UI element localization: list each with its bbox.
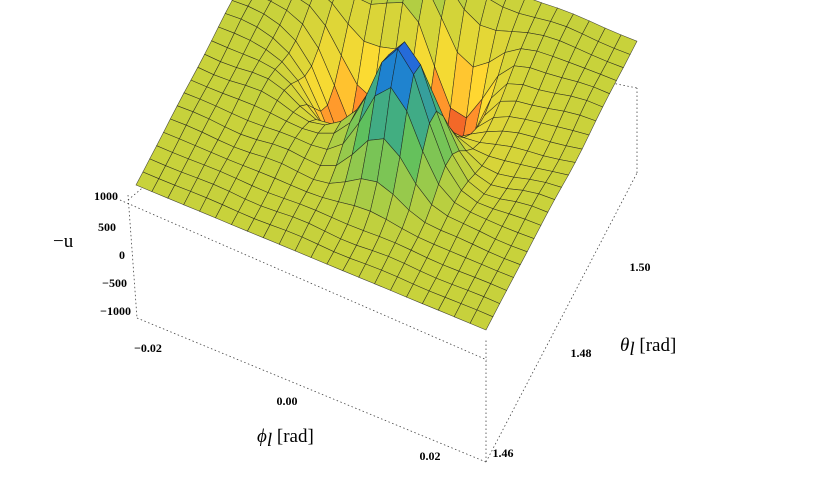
- phi-tick-label: 0.00: [277, 394, 298, 408]
- phi-axis-label: ϕl [rad]: [257, 426, 314, 451]
- z-axis: 1000 500 0 −500 −1000 −u: [53, 189, 131, 318]
- box-edge: [136, 317, 487, 463]
- z-tick-label: 1000: [94, 189, 118, 203]
- theta-axis-label: θl [rad]: [620, 335, 676, 360]
- z-tick-label: 500: [98, 220, 116, 234]
- phi-tick-label: 0.02: [420, 449, 441, 463]
- box-edge: [119, 199, 488, 361]
- surface-mesh: [135, 0, 638, 331]
- surface-facet: [469, 309, 494, 331]
- theta-tick-label: 1.46: [493, 446, 514, 460]
- theta-tick-label: 1.48: [571, 346, 592, 360]
- z-tick-label: −1000: [100, 304, 131, 318]
- z-axis-label: −u: [53, 231, 74, 252]
- theta-tick-label: 1.50: [630, 260, 651, 274]
- bounding-box-front: [127, 88, 638, 463]
- phi-tick-label: −0.02: [134, 341, 162, 355]
- theta-axis: 1.46 1.48 1.50 θl [rad]: [493, 260, 677, 460]
- phi-axis: −0.02 0.00 0.02 ϕl [rad]: [134, 341, 440, 463]
- z-tick-label: −500: [102, 276, 127, 290]
- box-edge: [127, 194, 138, 319]
- z-tick-label: 0: [119, 248, 125, 262]
